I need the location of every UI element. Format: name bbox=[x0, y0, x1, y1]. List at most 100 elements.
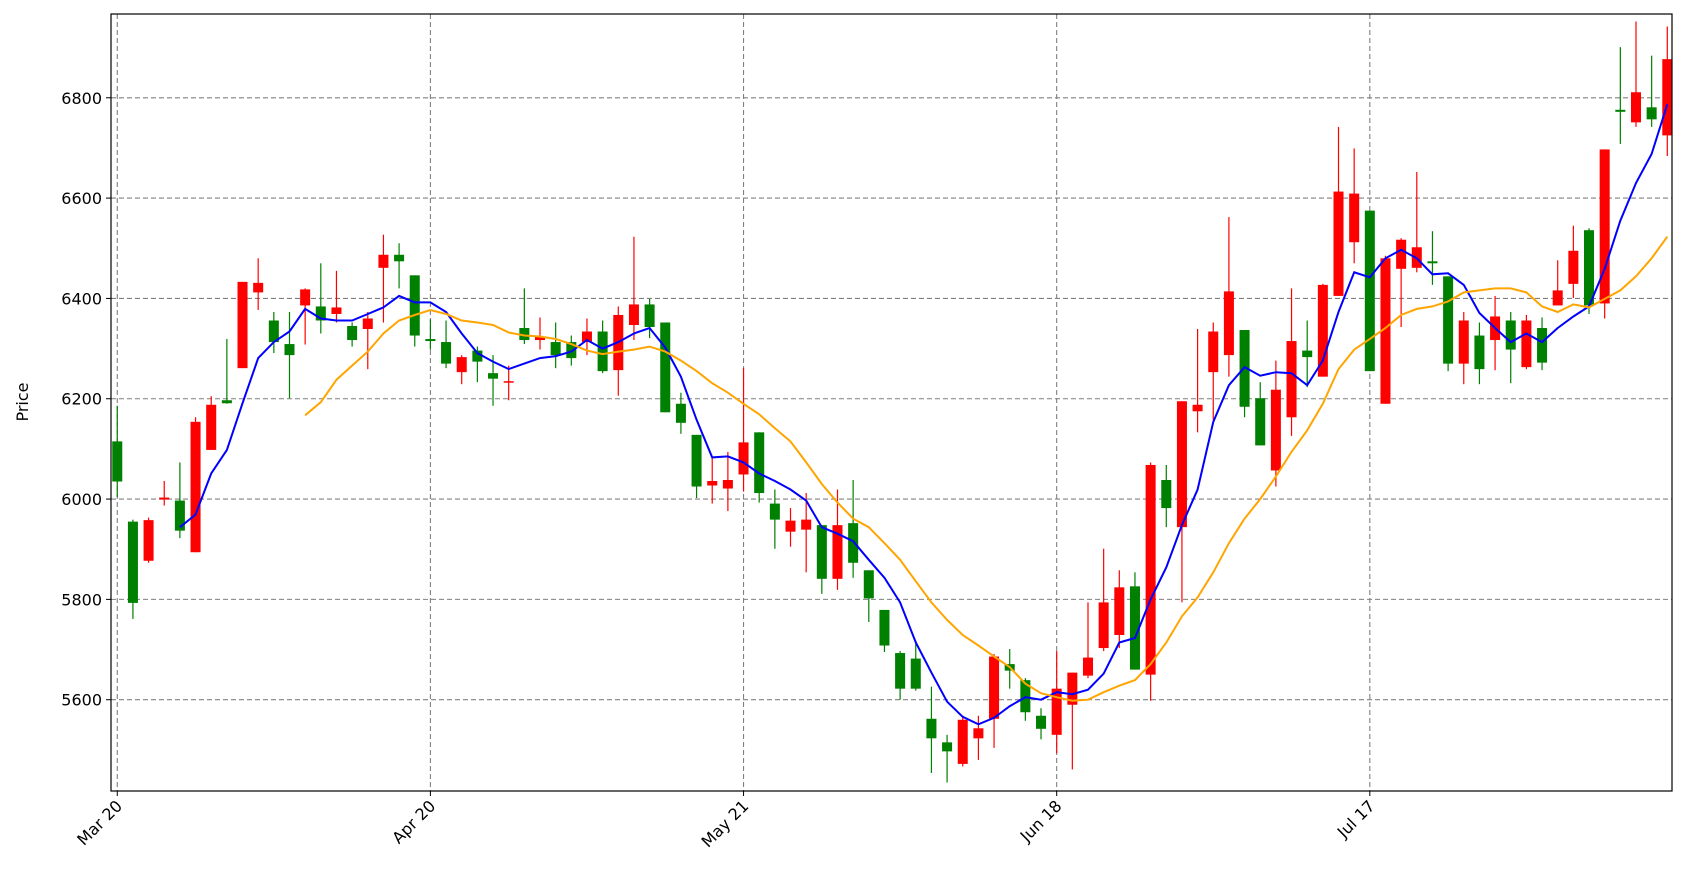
candle-body bbox=[801, 519, 812, 530]
candle-body bbox=[1474, 335, 1485, 370]
candle-body bbox=[1396, 239, 1407, 269]
candle-body bbox=[628, 304, 639, 326]
candle-body bbox=[738, 442, 749, 475]
candle-body bbox=[441, 342, 452, 364]
candle-body bbox=[785, 520, 796, 532]
candle-body bbox=[1270, 389, 1281, 471]
candle-body bbox=[456, 357, 467, 373]
candle-body bbox=[1568, 250, 1579, 284]
candle-body bbox=[660, 322, 671, 413]
candle-body bbox=[1505, 320, 1516, 350]
candle-body bbox=[1364, 210, 1375, 372]
candle-body bbox=[237, 281, 248, 369]
candle-body bbox=[1662, 59, 1673, 136]
candle-body bbox=[315, 306, 326, 321]
candle-body bbox=[159, 497, 170, 500]
candle-body bbox=[534, 336, 546, 341]
candle-body bbox=[1646, 107, 1657, 120]
candle-body bbox=[1129, 586, 1140, 670]
candle-body bbox=[1317, 284, 1328, 377]
candle-body bbox=[754, 432, 765, 494]
candle-body bbox=[707, 481, 718, 486]
candle-body bbox=[597, 331, 608, 372]
candle-body bbox=[675, 403, 686, 423]
candle-body bbox=[1223, 291, 1234, 356]
y-tick-label: 5600 bbox=[61, 691, 102, 710]
candle-body bbox=[989, 656, 1000, 719]
candle-body bbox=[769, 503, 780, 520]
candle-body bbox=[1208, 331, 1219, 373]
plot-frame bbox=[110, 13, 1673, 792]
candle-body bbox=[879, 609, 890, 646]
candle-body bbox=[1615, 109, 1626, 112]
y-tick-label: 6200 bbox=[61, 390, 102, 409]
y-tick-label: 6400 bbox=[61, 289, 102, 308]
candle-body bbox=[1458, 320, 1469, 364]
candle-body bbox=[1380, 258, 1391, 404]
candle-body bbox=[503, 381, 514, 383]
candle-body bbox=[394, 254, 405, 262]
candle-body bbox=[347, 326, 358, 341]
x-tick-label: Apr 20 bbox=[388, 796, 439, 847]
candle-body bbox=[112, 441, 123, 482]
candle-body bbox=[926, 718, 937, 739]
candle-body bbox=[973, 728, 984, 739]
candle-body bbox=[1067, 672, 1078, 705]
y-tick-label: 5800 bbox=[61, 590, 102, 609]
x-tick-label: Jun 18 bbox=[1016, 796, 1066, 846]
candle-body bbox=[1114, 587, 1125, 635]
candle-body bbox=[190, 421, 201, 553]
candle-body bbox=[1599, 149, 1610, 304]
candle-body bbox=[221, 400, 232, 404]
candle-body bbox=[1630, 92, 1641, 123]
candle-body bbox=[1082, 657, 1094, 676]
candle-body bbox=[268, 320, 279, 343]
candle-body bbox=[1537, 328, 1548, 363]
candle-body bbox=[300, 289, 311, 306]
candle-body bbox=[362, 318, 373, 330]
candle-body bbox=[691, 434, 702, 487]
candle-body bbox=[581, 331, 592, 343]
x-tick-label: Jul 17 bbox=[1333, 796, 1379, 842]
y-axis-label: Price bbox=[13, 382, 32, 421]
candle-body bbox=[566, 342, 577, 359]
candle-body bbox=[1443, 276, 1454, 364]
candle-body bbox=[644, 304, 655, 328]
x-tick-label: Mar 20 bbox=[73, 796, 126, 849]
candle-body bbox=[253, 282, 264, 293]
candle-body bbox=[331, 307, 342, 314]
candle-body bbox=[1255, 398, 1266, 446]
candle-body bbox=[848, 523, 859, 563]
candle-body bbox=[816, 525, 827, 579]
candle-body bbox=[284, 344, 295, 356]
candle-body bbox=[1584, 230, 1595, 306]
candle-body bbox=[1552, 290, 1563, 306]
candle-body bbox=[1051, 688, 1062, 735]
candle-body bbox=[1286, 341, 1297, 418]
candle-body bbox=[1145, 464, 1156, 675]
candle-body bbox=[143, 520, 154, 561]
candle-body bbox=[1098, 602, 1109, 649]
candle-body bbox=[472, 350, 483, 362]
candle-body bbox=[722, 479, 733, 489]
candle-body bbox=[957, 719, 968, 764]
candle-body bbox=[910, 658, 921, 689]
moving-average-line bbox=[179, 103, 1669, 726]
candle-body bbox=[863, 570, 874, 599]
y-tick-label: 6000 bbox=[61, 490, 102, 509]
candle-body bbox=[378, 254, 389, 268]
candle-body bbox=[488, 373, 499, 379]
candle-body bbox=[550, 342, 561, 356]
candle-body bbox=[832, 525, 843, 579]
candle-body bbox=[206, 404, 217, 450]
candle-body bbox=[409, 275, 420, 336]
candle-body bbox=[1427, 261, 1438, 264]
candle-body bbox=[1349, 193, 1360, 243]
candle-body bbox=[1302, 350, 1313, 358]
candle-body bbox=[1036, 715, 1047, 729]
x-tick-label: May 21 bbox=[698, 796, 753, 851]
moving-average-line bbox=[304, 236, 1669, 702]
candle-body bbox=[174, 500, 185, 531]
